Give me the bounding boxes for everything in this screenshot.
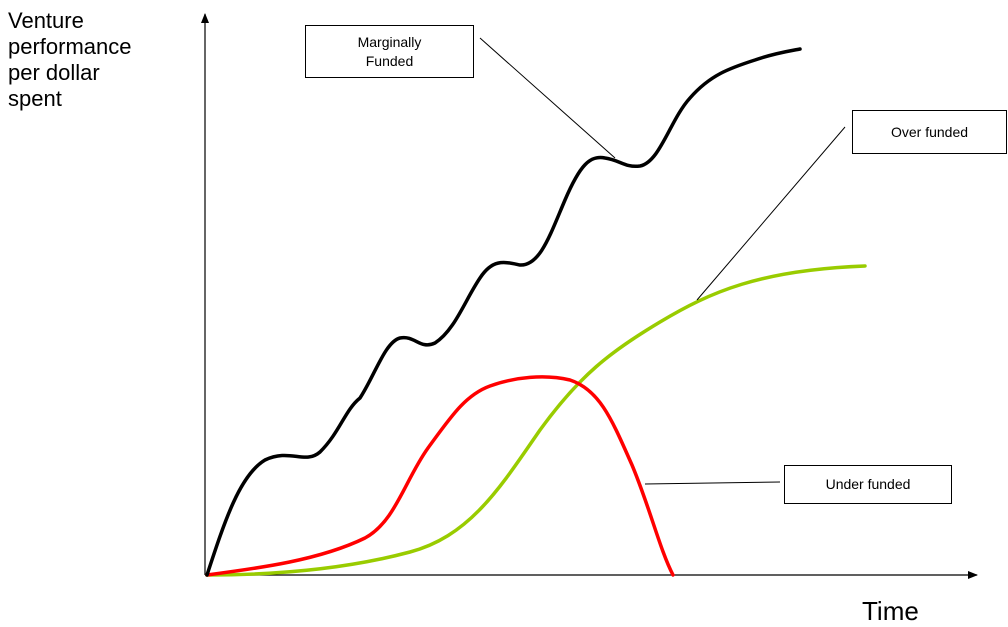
- over-funded-callout: Over funded: [852, 110, 1007, 154]
- over-funded-label: Over funded: [890, 123, 969, 140]
- over-leader-line: [696, 126, 846, 301]
- marginally-funded-label: Marginally Funded: [357, 33, 422, 69]
- marginally-funded-curve: [205, 47, 802, 577]
- under-funded-curve: [205, 375, 675, 577]
- marginally-funded-callout: Marginally Funded: [305, 25, 474, 78]
- x-axis-label: Time: [862, 596, 919, 626]
- y-axis-label: Venture performance per dollar spent: [8, 8, 132, 111]
- marginal-leader-line: [479, 37, 616, 159]
- under-funded-callout: Under funded: [784, 465, 952, 504]
- under-leader-line: [644, 481, 781, 485]
- under-funded-label: Under funded: [825, 476, 911, 492]
- over-funded-curve: [205, 264, 867, 577]
